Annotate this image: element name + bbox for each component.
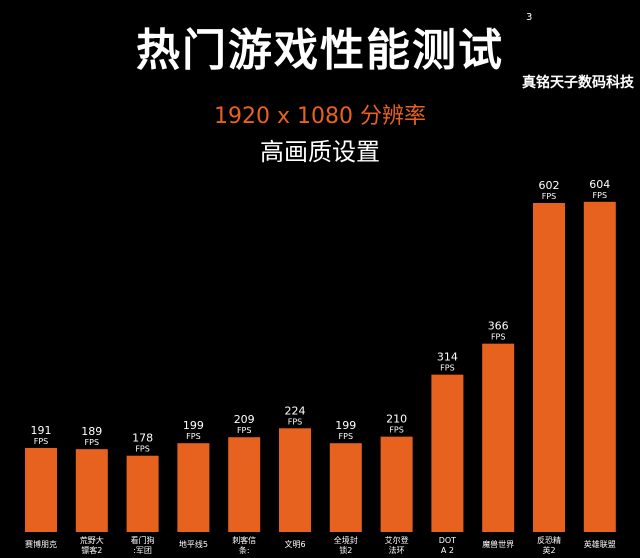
data-label: 178 [132,432,153,445]
category-label: 魔兽世界 [482,539,514,549]
category-label-line: 条: [239,545,250,555]
category-label-line: A 2 [441,546,454,555]
unit-label: FPS [237,426,252,435]
category-label: 英雄联盟 [584,539,616,549]
data-label: 209 [234,413,255,426]
bar [228,437,261,532]
unit-label: FPS [186,432,201,441]
bar [533,203,565,532]
category-label-line: 艾尔登 [385,535,409,545]
unit-label: FPS [85,438,100,447]
unit-label: FPS [491,333,506,342]
watermark: 真铭天子数码科技 [522,75,634,91]
bar [279,428,311,532]
category-label-line: :军团 [133,546,152,555]
category-label-line: 赛博朋克 [25,539,57,549]
bar [431,374,464,532]
category-label-line: 魔兽世界 [482,539,514,549]
data-label: 604 [589,178,610,191]
category-label: 反恐精英2 [537,535,561,555]
bar [329,443,362,532]
footnote-marker: 3 [526,12,533,23]
bar [177,443,210,532]
category-label-line: 看门狗 [131,535,155,545]
category-label-line: 荒野大 [80,535,104,545]
category-label-line: 全境封 [334,535,358,545]
data-label: 224 [285,404,306,417]
data-label: 189 [81,425,102,438]
data-label: 314 [437,351,458,364]
category-label-line: 法环 [389,545,405,555]
category-label: 艾尔登法环 [385,535,409,555]
bar [75,449,108,532]
category-label: DOT A 2 [439,536,456,555]
unit-label: FPS [34,437,49,446]
bar [482,343,515,532]
page-title: 热门游戏性能测试 [136,25,504,76]
data-label: 199 [335,419,356,432]
category-label: 刺客信条: [232,535,256,555]
data-label: 602 [539,179,560,192]
category-label-line: 英雄联盟 [584,539,616,549]
category-label: 全境封锁2 [334,535,358,555]
unit-label: FPS [288,417,303,426]
category-label-line: 文明6 [284,539,305,549]
unit-label: FPS [593,191,608,200]
category-label-line: 地平线5 [179,539,208,549]
category-label-line: 锁2 [339,545,352,555]
unit-label: FPS [389,426,404,435]
category-label: 荒野大镖客2 [80,535,104,555]
unit-label: FPS [135,445,150,454]
category-label-line: DOT [439,536,456,545]
bar [126,455,159,532]
category-label-line: 反恐精 [537,535,561,545]
quality-subtitle: 高画质设置 [260,138,380,166]
unit-label: FPS [542,192,557,201]
data-label: 191 [31,424,52,437]
category-label-line: 镖客2 [81,545,102,555]
bar [583,201,616,533]
data-label: 199 [183,419,204,432]
category-label: 赛博朋克 [25,539,57,549]
category-label-line: 刺客信 [232,535,256,545]
bar [380,436,413,532]
unit-label: FPS [440,364,455,373]
bar [25,447,57,532]
category-label-line: 英2 [542,545,555,555]
category-label: 看门狗:军团 [131,535,155,555]
category-label: 地平线5 [179,539,208,549]
category-label: 文明6 [284,539,305,549]
resolution-subtitle: 1920 x 1080 分辨率 [214,104,426,129]
data-label: 366 [488,320,509,333]
data-label: 210 [386,413,407,426]
unit-label: FPS [339,432,354,441]
